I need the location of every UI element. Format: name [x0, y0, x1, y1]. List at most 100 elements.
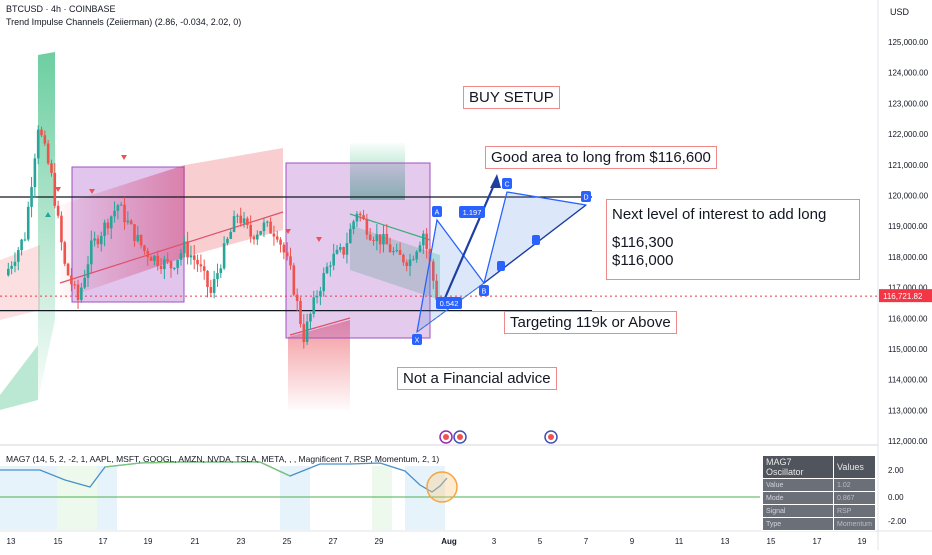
candle-body [129, 220, 133, 225]
pattern-point-badge [532, 235, 540, 245]
y-tick-label: 117,000.00 [888, 284, 928, 293]
candle-body [272, 233, 276, 237]
candle-body [365, 219, 369, 235]
channel-band-green [38, 52, 55, 400]
candle-body [289, 256, 292, 266]
candle-body [219, 268, 223, 274]
oscillator-legend: MAG7 (14, 5, 2, -2, 1, AAPL, MSFT, GOOGL… [6, 454, 440, 464]
candle-body [239, 215, 243, 224]
x-tick-label: 15 [54, 537, 63, 546]
signal-marker-down [285, 229, 291, 234]
row-value: 1.02 [832, 478, 877, 492]
oscillator-table-row: Value 1.02 [762, 478, 877, 492]
candle-body [212, 279, 216, 293]
candle-body [136, 234, 140, 242]
candle-body [176, 259, 179, 268]
candle-body [20, 239, 23, 251]
candle-body [80, 287, 83, 300]
target-arrow [443, 177, 499, 299]
candle-body [13, 261, 17, 266]
ratio-label: 1.197 [463, 208, 482, 217]
candle-body [332, 253, 335, 266]
candle-body [269, 221, 272, 234]
candle-body [312, 297, 316, 314]
candle-body [123, 204, 126, 223]
pattern-point-badge [497, 261, 505, 271]
candle-body [229, 231, 233, 239]
candle-body [325, 266, 329, 274]
candle-body [295, 294, 299, 302]
candle-body [113, 210, 116, 217]
x-tick-label: 19 [858, 537, 867, 546]
candle-body [222, 243, 226, 269]
candle-body [226, 238, 229, 244]
channel-band-green [350, 143, 405, 200]
candle-body [7, 268, 10, 276]
pattern-point-label: D [583, 195, 588, 202]
candle-body [182, 241, 186, 254]
candle-body [23, 239, 27, 241]
candle-body [259, 231, 262, 235]
candle-body [435, 280, 438, 300]
candle-body [33, 158, 37, 188]
candle-body [392, 251, 395, 253]
pattern-point-badge [479, 285, 489, 296]
candle-body [431, 261, 435, 281]
y-tick-label: 113,000.00 [888, 406, 928, 415]
candle-body [249, 224, 252, 237]
candle-body [342, 247, 345, 255]
candle-body [309, 313, 312, 322]
candle-body [402, 254, 405, 263]
candle-body [322, 273, 326, 292]
x-tick-label: 13 [7, 537, 16, 546]
signal-marker-up [45, 212, 51, 217]
oscillator-table-header: MAG7 Oscillator Values [762, 455, 877, 479]
candle-body [146, 250, 150, 258]
oscillator-table-row: Type Momentum [762, 517, 877, 531]
candle-body [119, 204, 123, 206]
candle-body [153, 255, 156, 261]
candle-body [216, 273, 219, 280]
y-tick-label: 116,000.00 [888, 314, 928, 323]
osc-zone-green [57, 466, 97, 530]
signal-marker-down [316, 237, 322, 242]
candle-body [319, 291, 322, 297]
ratio-badge [436, 297, 462, 309]
candle-body [10, 265, 13, 269]
candle-body [425, 233, 428, 249]
annotation-disclaimer: Not a Financial advice [397, 367, 557, 391]
candle-body [355, 213, 359, 222]
candle-body [93, 238, 96, 241]
row-label: Value [762, 478, 834, 492]
candle-body [305, 321, 309, 342]
x-tick-label: 21 [191, 537, 200, 546]
osc-y-tick-label: -2.00 [888, 517, 907, 526]
last-price-label: 116,721.82 [883, 292, 923, 301]
candle-body [408, 259, 412, 267]
ratio-badge [459, 206, 485, 218]
signal-marker-down [121, 155, 127, 160]
y-tick-label: 121,000.00 [888, 161, 929, 170]
x-tick-label: 25 [283, 537, 292, 546]
candle-body [405, 262, 409, 267]
candle-body [179, 253, 183, 260]
candle-body [50, 163, 53, 173]
candle-body [262, 222, 266, 232]
ratio-label: 0.542 [440, 299, 459, 308]
candle-body [126, 220, 130, 223]
candle-body [156, 255, 160, 266]
osc-zone-blue [0, 466, 57, 530]
candle-body [329, 265, 332, 267]
event-icon-dot [457, 434, 463, 440]
candle-body [103, 222, 106, 236]
pattern-point-label: X [415, 338, 420, 345]
candle-body [76, 284, 80, 300]
annotation-targeting: Targeting 119k or Above [504, 311, 677, 335]
y-tick-label: 122,000.00 [888, 130, 929, 139]
candle-body [202, 266, 206, 271]
candle-body [358, 213, 362, 216]
oscillator-table-row: Signal RSP [762, 504, 877, 518]
range-box [71, 166, 185, 303]
